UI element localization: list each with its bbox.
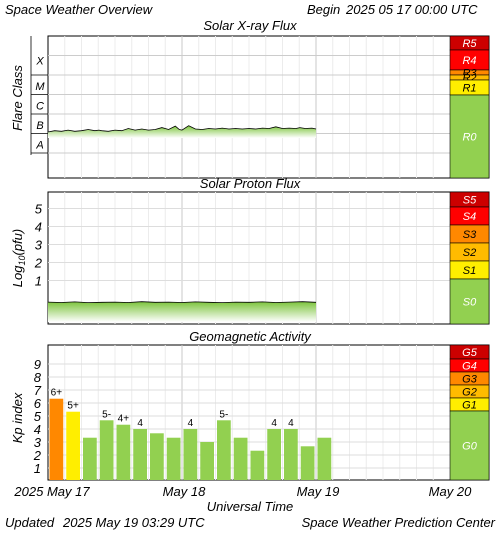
proton-ylabel-sub: 10 (17, 256, 27, 266)
kp-bar-label-5: 4 (137, 418, 143, 429)
kp-ylabel: Kp index (10, 392, 25, 443)
kp-bar-label-8: 4 (188, 418, 194, 429)
kp-bar-15 (300, 446, 315, 480)
kp-ytick-label-6: 6 (34, 396, 42, 411)
xray-ylabel: Flare Class (10, 65, 25, 131)
xray-class-label-b: B (36, 120, 43, 132)
kp-ytick-label-8: 8 (34, 370, 42, 385)
kp-bar-6 (150, 433, 164, 480)
proton-ytick-label-4: 4 (35, 220, 42, 235)
swpc-credit: Space Weather Prediction Center (302, 515, 496, 530)
xray-title: Solar X-ray Flux (203, 18, 297, 33)
kp-ytick-label-1: 1 (34, 461, 41, 476)
proton-band-s0 (449, 278, 490, 325)
proton-panel: 1 2 3 4 5 S5 S4 S3 S2 S1 S0 (34, 191, 490, 325)
kp-bar-label-3: 5- (102, 409, 111, 420)
x-axis-label: Universal Time (207, 499, 294, 514)
kp-ytick-label-7: 7 (34, 383, 42, 398)
xray-band-label: R0 (462, 132, 477, 144)
proton-flux-area (48, 301, 316, 322)
overview-title: Space Weather Overview (5, 2, 154, 17)
kp-bar-12 (250, 450, 265, 480)
kp-band-label: G4 (462, 361, 477, 373)
xray-class-label-c: C (36, 100, 44, 112)
begin-value: 2025 05 17 00:00 UTC (345, 2, 478, 17)
xray-band-label: R5 (462, 38, 477, 50)
kp-bar-11 (233, 437, 248, 480)
kp-ytick-label-2: 2 (33, 448, 42, 463)
proton-band-label: S0 (463, 297, 477, 309)
kp-bar-14 (284, 429, 298, 480)
kp-bar-5 (133, 429, 147, 480)
updated-label: Updated (5, 515, 55, 530)
kp-band-label: G0 (462, 441, 478, 453)
kp-bar-label-0: 6+ (51, 388, 63, 399)
begin-label: Begin (307, 2, 340, 17)
kp-bar-0 (49, 398, 64, 480)
x-tick-label-2: May 19 (297, 484, 340, 499)
x-tick-label-0: 2025 May 17 (13, 484, 90, 499)
proton-band-label: S2 (463, 247, 476, 259)
kp-bar-label-13: 4 (271, 418, 277, 429)
kp-band-label: G3 (462, 374, 478, 386)
kp-band-label: G5 (462, 347, 478, 359)
kp-bar-3 (99, 420, 114, 480)
proton-band-label: S5 (463, 195, 477, 207)
kp-band-label: G2 (462, 387, 477, 399)
kp-ytick-label-9: 9 (34, 357, 41, 372)
xray-band-label: R4 (462, 55, 476, 67)
proton-ytick-label-3: 3 (35, 238, 43, 253)
xray-class-label-m: M (35, 81, 45, 93)
xray-frame (47, 35, 490, 179)
kp-bar-8 (183, 429, 198, 480)
proton-band-label: S4 (463, 211, 476, 223)
proton-ylabel-log: Log (10, 265, 25, 287)
proton-ytick-label-2: 2 (34, 256, 43, 271)
x-tick-label-3: May 20 (429, 484, 472, 499)
kp-bar-label-4: 4+ (118, 414, 130, 425)
proton-ytick-label-1: 1 (35, 274, 42, 289)
kp-ytick-label-3: 3 (34, 435, 42, 450)
kp-bar-4 (116, 424, 131, 480)
proton-ylabel-end: (pfu) (10, 229, 25, 256)
kp-bar-10 (217, 420, 231, 480)
kp-bar-label-1: 5+ (67, 401, 79, 412)
proton-flux-line (47, 301, 317, 304)
proton-band-label: S3 (463, 229, 477, 241)
xray-flux-line (47, 125, 317, 133)
kp-bar-label-14: 4 (288, 418, 294, 429)
kp-band-label: G1 (462, 400, 477, 412)
kp-bar-16 (317, 437, 332, 480)
kp-bar-13 (267, 429, 281, 480)
proton-ytick-label-5: 5 (35, 202, 43, 217)
xray-band-r0 (449, 94, 490, 179)
kp-bar-label-10: 5- (219, 409, 228, 420)
kp-ytick-label-4: 4 (34, 422, 41, 437)
proton-title: Solar Proton Flux (200, 176, 301, 191)
xray-band-label: R1 (462, 83, 476, 95)
proton-band-label: S1 (463, 265, 476, 277)
kp-ytick-label-5: 5 (34, 409, 42, 424)
kp-bar-1 (66, 411, 80, 480)
proton-ylabel: Log10(pfu) (10, 229, 27, 287)
xray-class-label-x: X (35, 55, 44, 67)
x-tick-label-1: May 18 (163, 484, 206, 499)
xray-class-label-a: A (35, 139, 43, 151)
kp-bar-7 (166, 437, 181, 480)
kp-bar-9 (200, 442, 214, 480)
geomag-title: Geomagnetic Activity (189, 329, 312, 344)
kp-band-g0 (449, 410, 490, 481)
updated-value: 2025 May 19 03:29 UTC (62, 515, 205, 530)
kp-bar-2 (83, 437, 97, 480)
